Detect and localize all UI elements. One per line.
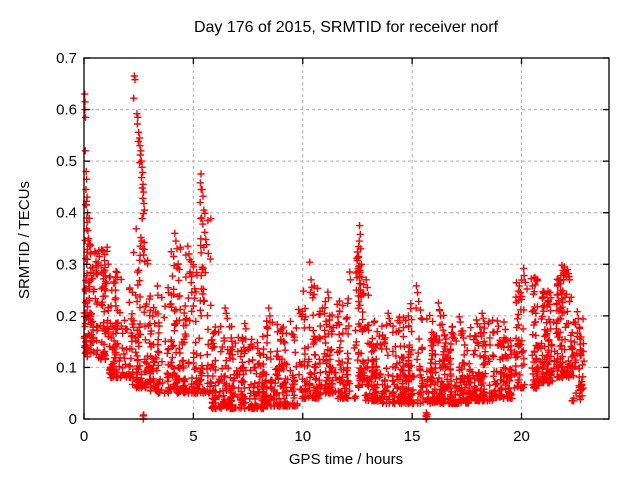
chart-title: Day 176 of 2015, SRMTID for receiver nor…	[194, 19, 499, 36]
y-tick-labels: 0 0.1 0.2 0.3 0.4 0.5 0.6 0.7	[56, 50, 77, 428]
scatter-series	[80, 72, 588, 423]
scatter-points	[80, 72, 588, 423]
y-tick-label: 0.1	[56, 359, 77, 376]
plot-border	[83, 57, 610, 420]
y-tick-label: 0.4	[56, 205, 77, 222]
x-tick-label: 15	[404, 428, 421, 445]
y-axis-label: SRMTID / TECUs	[16, 181, 33, 299]
y-tick-label: 0.5	[56, 153, 77, 170]
x-tick-label: 5	[189, 428, 197, 445]
x-tick-label: 10	[294, 428, 311, 445]
y-tick-label: 0	[69, 411, 77, 428]
x-tick-labels: 0 5 10 15 20	[80, 428, 530, 445]
axis-ticks	[83, 57, 609, 420]
y-tick-label: 0.3	[56, 256, 77, 273]
y-tick-label: 0.6	[56, 102, 77, 119]
y-tick-label: 0.7	[56, 50, 77, 67]
x-axis-label: GPS time / hours	[289, 451, 403, 468]
x-tick-label: 0	[80, 428, 88, 445]
y-tick-label: 0.2	[56, 308, 77, 325]
x-tick-label: 20	[513, 428, 530, 445]
